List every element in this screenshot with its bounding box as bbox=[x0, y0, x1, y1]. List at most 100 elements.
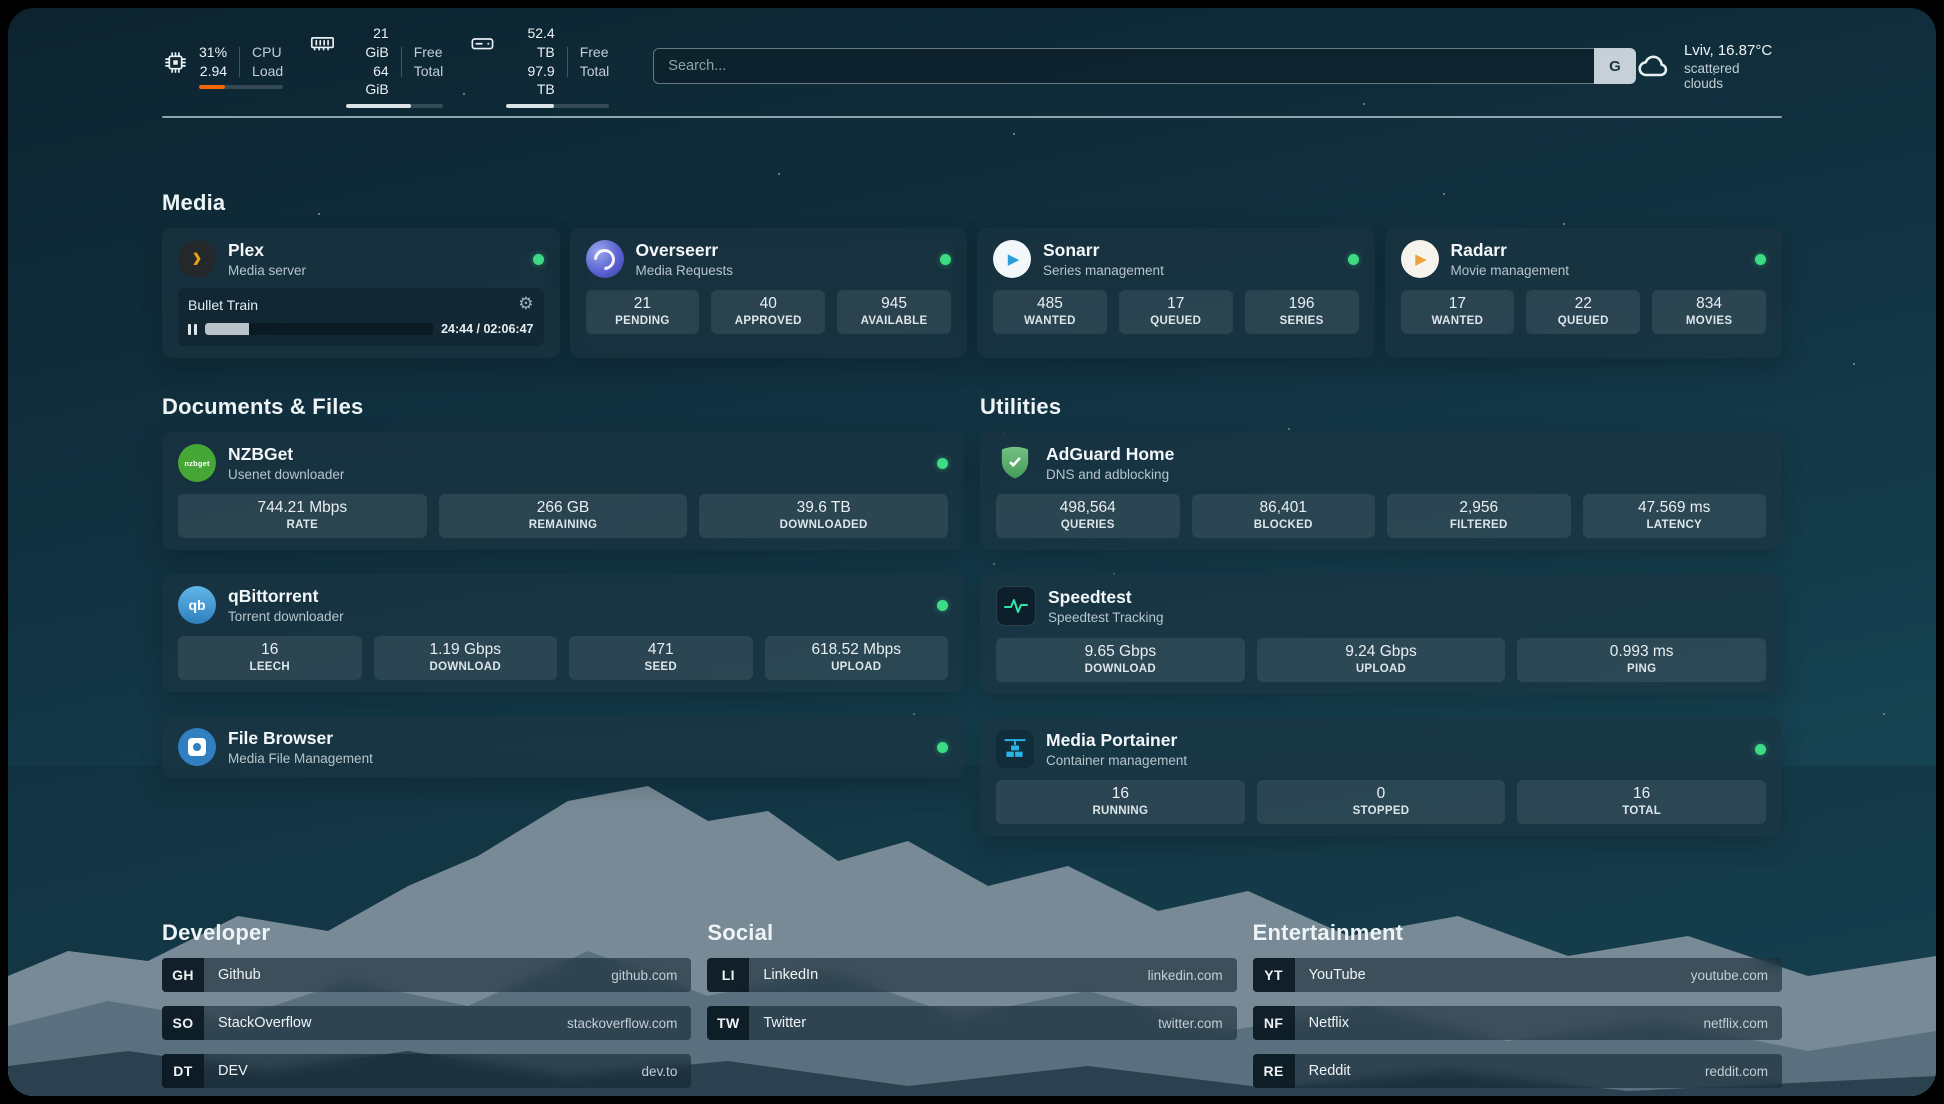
playback-progress-bar[interactable] bbox=[205, 323, 434, 335]
adguard-stats: 498,564 QUERIES 86,401 BLOCKED 2,956 FIL… bbox=[996, 494, 1766, 538]
portainer-card[interactable]: Media Portainer Container management 16 … bbox=[980, 718, 1782, 836]
bookmark-name: Twitter bbox=[763, 1015, 807, 1031]
nzbget-card-header: nzbget NZBGet Usenet downloader bbox=[178, 444, 948, 482]
plex-glyph: › bbox=[192, 240, 202, 275]
stat-value: 0.993 ms bbox=[1609, 643, 1674, 660]
app-title: Radarr bbox=[1450, 240, 1507, 261]
stat-label: QUERIES bbox=[1060, 519, 1115, 531]
stat-label: TOTAL bbox=[1622, 805, 1662, 817]
stat-download: 1.19 Gbps DOWNLOAD bbox=[373, 636, 557, 680]
qbittorrent-titles: qBittorrent Torrent downloader bbox=[228, 586, 344, 623]
bookmark-name: Reddit bbox=[1308, 1063, 1351, 1079]
stat-ping: 0.993 ms PING bbox=[1517, 638, 1766, 682]
speedtest-card-header: Speedtest Speedtest Tracking bbox=[996, 586, 1766, 626]
section-media: Media › Plex Media server Bullet Train bbox=[162, 190, 1782, 358]
stat-upload: 9.24 Gbps UPLOAD bbox=[1256, 638, 1506, 682]
linkedin-badge-icon: LI bbox=[707, 958, 750, 992]
plex-card-header: › Plex Media server bbox=[178, 240, 544, 278]
stat-approved: 40 APPROVED bbox=[711, 290, 826, 334]
disk-total: 97.9 TB bbox=[527, 62, 555, 98]
adguard-card[interactable]: AdGuard Home DNS and adblocking 498,564 … bbox=[980, 432, 1782, 550]
disk-labels: Free Total bbox=[580, 43, 610, 81]
bookmark-dev[interactable]: DT DEV dev.to bbox=[162, 1054, 692, 1088]
portainer-icon bbox=[996, 730, 1034, 768]
plex-card[interactable]: › Plex Media server Bullet Train ⚙ bbox=[162, 228, 560, 358]
stat-running: 16 RUNNING bbox=[996, 780, 1245, 824]
bookmark-youtube[interactable]: YT YouTube youtube.com bbox=[1252, 958, 1782, 992]
section-title-documents: Documents & Files bbox=[162, 394, 364, 419]
stat-value: 834 bbox=[1696, 295, 1723, 312]
bookmark-github[interactable]: GH Github github.com bbox=[162, 958, 692, 992]
nzbget-titles: NZBGet Usenet downloader bbox=[228, 444, 344, 481]
netflix-badge-icon: NF bbox=[1252, 1006, 1295, 1040]
overseerr-swirl-glyph bbox=[589, 244, 620, 274]
speedtest-titles: Speedtest Speedtest Tracking bbox=[1048, 587, 1164, 624]
playback-progress-row: 24:44 / 02:06:47 bbox=[188, 322, 534, 336]
two-column-sections: Documents & Files nzbget NZBGet Usenet d… bbox=[162, 394, 1782, 836]
stat-upload: 618.52 Mbps UPLOAD bbox=[764, 636, 948, 680]
stat-queued: 17 QUEUED bbox=[1118, 290, 1233, 334]
app-subtitle: Movie management bbox=[1450, 262, 1570, 278]
bookmark-url: netflix.com bbox=[1703, 1015, 1768, 1031]
cpu-labels: CPU Load bbox=[252, 43, 283, 81]
search-engine-button[interactable]: G bbox=[1594, 48, 1637, 84]
stat-value: 39.6 TB bbox=[796, 499, 851, 516]
pause-icon[interactable] bbox=[188, 323, 197, 335]
app-subtitle: Torrent downloader bbox=[228, 608, 344, 624]
stat-blocked: 86,401 BLOCKED bbox=[1191, 494, 1375, 538]
stat-total: 16 TOTAL bbox=[1517, 780, 1766, 824]
bookmark-twitter[interactable]: TW Twitter twitter.com bbox=[707, 1006, 1237, 1040]
stat-leech: 16 LEECH bbox=[178, 636, 362, 680]
memory-free: 21 GiB bbox=[365, 24, 389, 60]
github-badge-icon: GH bbox=[162, 958, 204, 992]
qbittorrent-card[interactable]: qb qBittorrent Torrent downloader 16 LEE… bbox=[162, 574, 964, 692]
nzbget-card[interactable]: nzbget NZBGet Usenet downloader 744.21 M… bbox=[162, 432, 964, 550]
stat-label: SEED bbox=[644, 661, 678, 673]
stat-queries: 498,564 QUERIES bbox=[996, 494, 1180, 538]
memory-widget: 21 GiB 64 GiB Free Total bbox=[309, 24, 444, 109]
bookmark-name: YouTube bbox=[1308, 967, 1366, 983]
cpu-load: 2.94 bbox=[199, 62, 228, 79]
section-utilities: Utilities AdGuard Home DNS and adblock bbox=[980, 394, 1782, 836]
radarr-card-header: ▶ Radarr Movie management bbox=[1400, 240, 1766, 278]
stat-value: 9.24 Gbps bbox=[1345, 643, 1417, 660]
search-input[interactable] bbox=[653, 48, 1595, 84]
stat-value: 9.65 Gbps bbox=[1084, 643, 1157, 660]
portainer-titles: Media Portainer Container management bbox=[1046, 730, 1187, 767]
divider bbox=[239, 46, 241, 77]
filebrowser-glyph bbox=[188, 738, 206, 756]
sonarr-card[interactable]: ▶ Sonarr Series management 485 WANTED bbox=[977, 228, 1375, 358]
memory-usage-fill bbox=[346, 104, 412, 109]
divider bbox=[400, 46, 402, 77]
stat-label: LEECH bbox=[249, 661, 290, 673]
stat-value: 47.569 ms bbox=[1638, 499, 1711, 516]
cpu-label-bottom: Load bbox=[252, 62, 284, 79]
stat-label: PING bbox=[1627, 663, 1657, 675]
adguard-shield-icon bbox=[1001, 446, 1029, 479]
filebrowser-card[interactable]: File Browser Media File Management bbox=[162, 716, 964, 778]
section-title-media: Media bbox=[162, 190, 226, 215]
stat-download: 9.65 Gbps DOWNLOAD bbox=[996, 638, 1245, 682]
stat-remaining: 266 GB REMAINING bbox=[438, 494, 688, 538]
app-title: qBittorrent bbox=[228, 586, 319, 607]
radarr-play-glyph: ▶ bbox=[1415, 250, 1427, 268]
gear-icon[interactable]: ⚙ bbox=[518, 294, 534, 314]
memory-label-top: Free bbox=[413, 43, 443, 60]
bookmark-netflix[interactable]: NF Netflix netflix.com bbox=[1252, 1006, 1782, 1040]
status-dot bbox=[940, 253, 951, 265]
radarr-card[interactable]: ▶ Radarr Movie management 17 WANTED bbox=[1384, 228, 1782, 358]
stat-label: UPLOAD bbox=[831, 661, 882, 673]
snow-particles bbox=[8, 8, 10, 10]
bookmark-reddit[interactable]: RE Reddit reddit.com bbox=[1252, 1054, 1782, 1088]
qbittorrent-stats: 16 LEECH 1.19 Gbps DOWNLOAD 471 SEED bbox=[178, 636, 948, 680]
speedtest-card[interactable]: Speedtest Speedtest Tracking 9.65 Gbps D… bbox=[980, 574, 1782, 694]
plex-icon: › bbox=[178, 240, 216, 278]
stat-value: 16 bbox=[1633, 785, 1651, 802]
stat-series: 196 SERIES bbox=[1244, 290, 1359, 334]
bookmark-name: LinkedIn bbox=[763, 967, 819, 983]
overseerr-card[interactable]: Overseerr Media Requests 21 PENDING 40 A… bbox=[569, 228, 967, 358]
bookmark-linkedin[interactable]: LI LinkedIn linkedin.com bbox=[707, 958, 1237, 992]
stat-label: WANTED bbox=[1431, 315, 1484, 327]
bookmark-name: Netflix bbox=[1308, 1015, 1349, 1031]
bookmark-stackoverflow[interactable]: SO StackOverflow stackoverflow.com bbox=[162, 1006, 692, 1040]
